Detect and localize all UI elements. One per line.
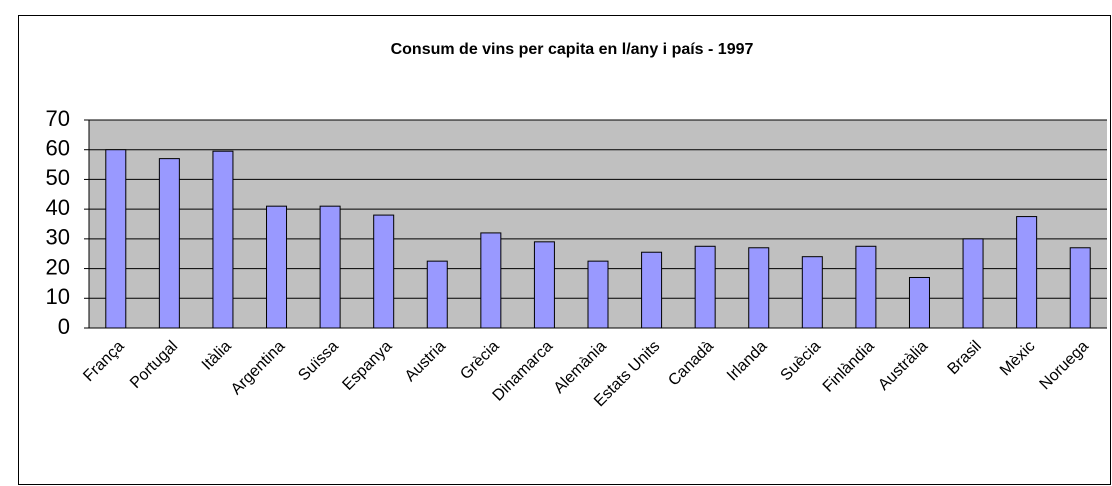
y-tick-label: 50 bbox=[46, 165, 70, 190]
bar bbox=[105, 149, 127, 329]
y-tick-label: 60 bbox=[46, 136, 70, 161]
chart-title: Consum de vins per capita en l/any i paí… bbox=[391, 41, 754, 58]
bar bbox=[212, 150, 234, 329]
bar bbox=[1016, 216, 1038, 329]
bar bbox=[641, 251, 663, 329]
y-tick-label: 70 bbox=[46, 106, 70, 131]
bar bbox=[801, 256, 823, 329]
bar bbox=[319, 205, 341, 329]
bar bbox=[533, 241, 555, 329]
bar bbox=[587, 260, 609, 329]
bar bbox=[908, 276, 930, 329]
bar bbox=[748, 247, 770, 329]
y-tick-label: 10 bbox=[46, 284, 70, 309]
bar bbox=[855, 245, 877, 329]
bar bbox=[1069, 247, 1091, 329]
y-tick-label: 20 bbox=[46, 254, 70, 279]
bar bbox=[962, 238, 984, 329]
bar bbox=[694, 245, 716, 329]
bar bbox=[158, 158, 180, 329]
bar bbox=[373, 214, 395, 329]
bar bbox=[480, 232, 502, 329]
bar bbox=[426, 260, 448, 329]
y-tick-label: 40 bbox=[46, 195, 70, 220]
y-tick-label: 0 bbox=[58, 314, 70, 339]
bar bbox=[266, 205, 288, 329]
y-tick-label: 30 bbox=[46, 225, 70, 250]
